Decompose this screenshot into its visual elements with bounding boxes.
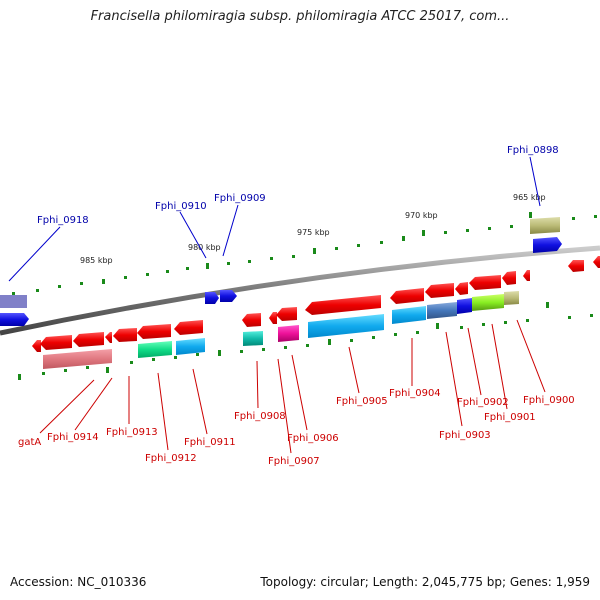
accession-text: Accession: NC_010336	[10, 575, 147, 589]
reverse-callout-lines	[39, 319, 546, 454]
gene-label-fphi-0909[interactable]: Fphi_0909	[214, 193, 266, 204]
gene-fphi-0902-box[interactable]	[472, 294, 504, 311]
gene-fphi-0914-arrow[interactable]	[40, 335, 72, 350]
gene-label-fphi-0912[interactable]: Fphi_0912	[145, 453, 197, 464]
gene-fphi-0911-box[interactable]	[176, 338, 205, 355]
gene-fphi-0912-box[interactable]	[138, 341, 172, 358]
inner-tick-track	[18, 302, 593, 380]
gene-fphi-0903b-box[interactable]	[457, 298, 472, 314]
gene-offscreen-1-arrow[interactable]	[568, 260, 584, 272]
gene-fphi-0905-arrow[interactable]	[305, 295, 381, 315]
gene-offscreen-2-arrow[interactable]	[593, 256, 600, 268]
gene-fphi-0898-box[interactable]	[530, 217, 560, 234]
gene-fphi-0904-arrow[interactable]	[390, 288, 424, 304]
gene-fphi-0911b-arrow[interactable]	[174, 320, 203, 335]
gene-label-fphi-0907[interactable]: Fphi_0907	[268, 456, 320, 467]
gene-label-fphi-0900[interactable]: Fphi_0900	[523, 395, 575, 406]
gene-fphi-0907-arrow[interactable]	[269, 312, 277, 324]
gene-label-fphi-0898[interactable]: Fphi_0898	[507, 145, 559, 156]
gene-label-fphi-0906[interactable]: Fphi_0906	[287, 433, 339, 444]
gene-fphi-0911-arrow[interactable]	[137, 324, 171, 339]
forward-strand-genes	[0, 217, 562, 326]
gene-fphi-0901-arrow[interactable]	[469, 275, 501, 290]
gene-fphi-0918-arrow[interactable]	[0, 313, 29, 326]
gene-label-fphi-0904[interactable]: Fphi_0904	[389, 388, 441, 399]
gene-label-fphi-0903[interactable]: Fphi_0903	[439, 430, 491, 441]
gene-fphi-0908-box[interactable]	[243, 331, 263, 346]
gene-gata-arrow[interactable]	[32, 340, 41, 352]
gene-fphi-0910-arrow[interactable]	[205, 292, 219, 304]
gene-fphi-0914-box[interactable]	[43, 349, 112, 369]
gene-fphi-0909-arrow[interactable]	[220, 290, 237, 302]
gene-fphi-0898-arrow[interactable]	[533, 237, 562, 253]
genome-summary-text: Topology: circular; Length: 2,045,775 bp…	[260, 575, 590, 589]
gene-label-gata[interactable]: gatA	[18, 437, 41, 448]
gene-fphi-0907-box[interactable]	[278, 325, 299, 342]
reverse-strand-genes	[32, 256, 600, 369]
gene-label-fphi-0901[interactable]: Fphi_0901	[484, 412, 536, 423]
gene-fphi-0913-arrow[interactable]	[73, 332, 104, 347]
map-title: Francisella philomiragia subsp. philomir…	[90, 9, 510, 24]
gene-label-fphi-0914[interactable]: Fphi_0914	[47, 432, 99, 443]
gene-label-fphi-0913[interactable]: Fphi_0913	[106, 427, 158, 438]
gene-fphi-0903-box[interactable]	[427, 302, 457, 319]
gene-fphi-0908-arrow[interactable]	[242, 313, 261, 327]
gene-fphi-0918-box[interactable]	[0, 295, 27, 308]
kbp-label-985: 985 kbp	[80, 256, 113, 265]
gene-label-fphi-0918[interactable]: Fphi_0918	[37, 215, 89, 226]
genome-backbone	[0, 245, 600, 336]
gene-fphi-0905-box[interactable]	[308, 314, 384, 338]
gene-fphi-0912-arrow[interactable]	[105, 332, 112, 343]
kbp-label-970: 970 kbp	[405, 211, 438, 220]
kbp-label-980: 980 kbp	[188, 243, 221, 252]
gene-fphi-0904-box[interactable]	[392, 306, 426, 324]
gene-fphi-0900-arrow[interactable]	[502, 271, 516, 285]
gene-fphi-0900b-arrow[interactable]	[523, 270, 530, 281]
gene-label-fphi-0908[interactable]: Fphi_0908	[234, 411, 286, 422]
gene-fphi-0901-box[interactable]	[504, 291, 519, 305]
gene-label-fphi-0905[interactable]: Fphi_0905	[336, 396, 388, 407]
gene-fphi-0902-arrow[interactable]	[455, 282, 468, 295]
forward-callout-lines	[8, 156, 541, 282]
gene-label-fphi-0902[interactable]: Fphi_0902	[457, 397, 509, 408]
gene-fphi-0903-arrow[interactable]	[425, 283, 454, 298]
gene-label-fphi-0910[interactable]: Fphi_0910	[155, 201, 207, 212]
gene-fphi-0912b-arrow[interactable]	[113, 328, 137, 342]
kbp-label-965: 965 kbp	[513, 193, 546, 202]
gene-label-fphi-0911[interactable]: Fphi_0911	[184, 437, 236, 448]
kbp-label-975: 975 kbp	[297, 228, 330, 237]
gene-fphi-0906-arrow[interactable]	[276, 307, 297, 321]
